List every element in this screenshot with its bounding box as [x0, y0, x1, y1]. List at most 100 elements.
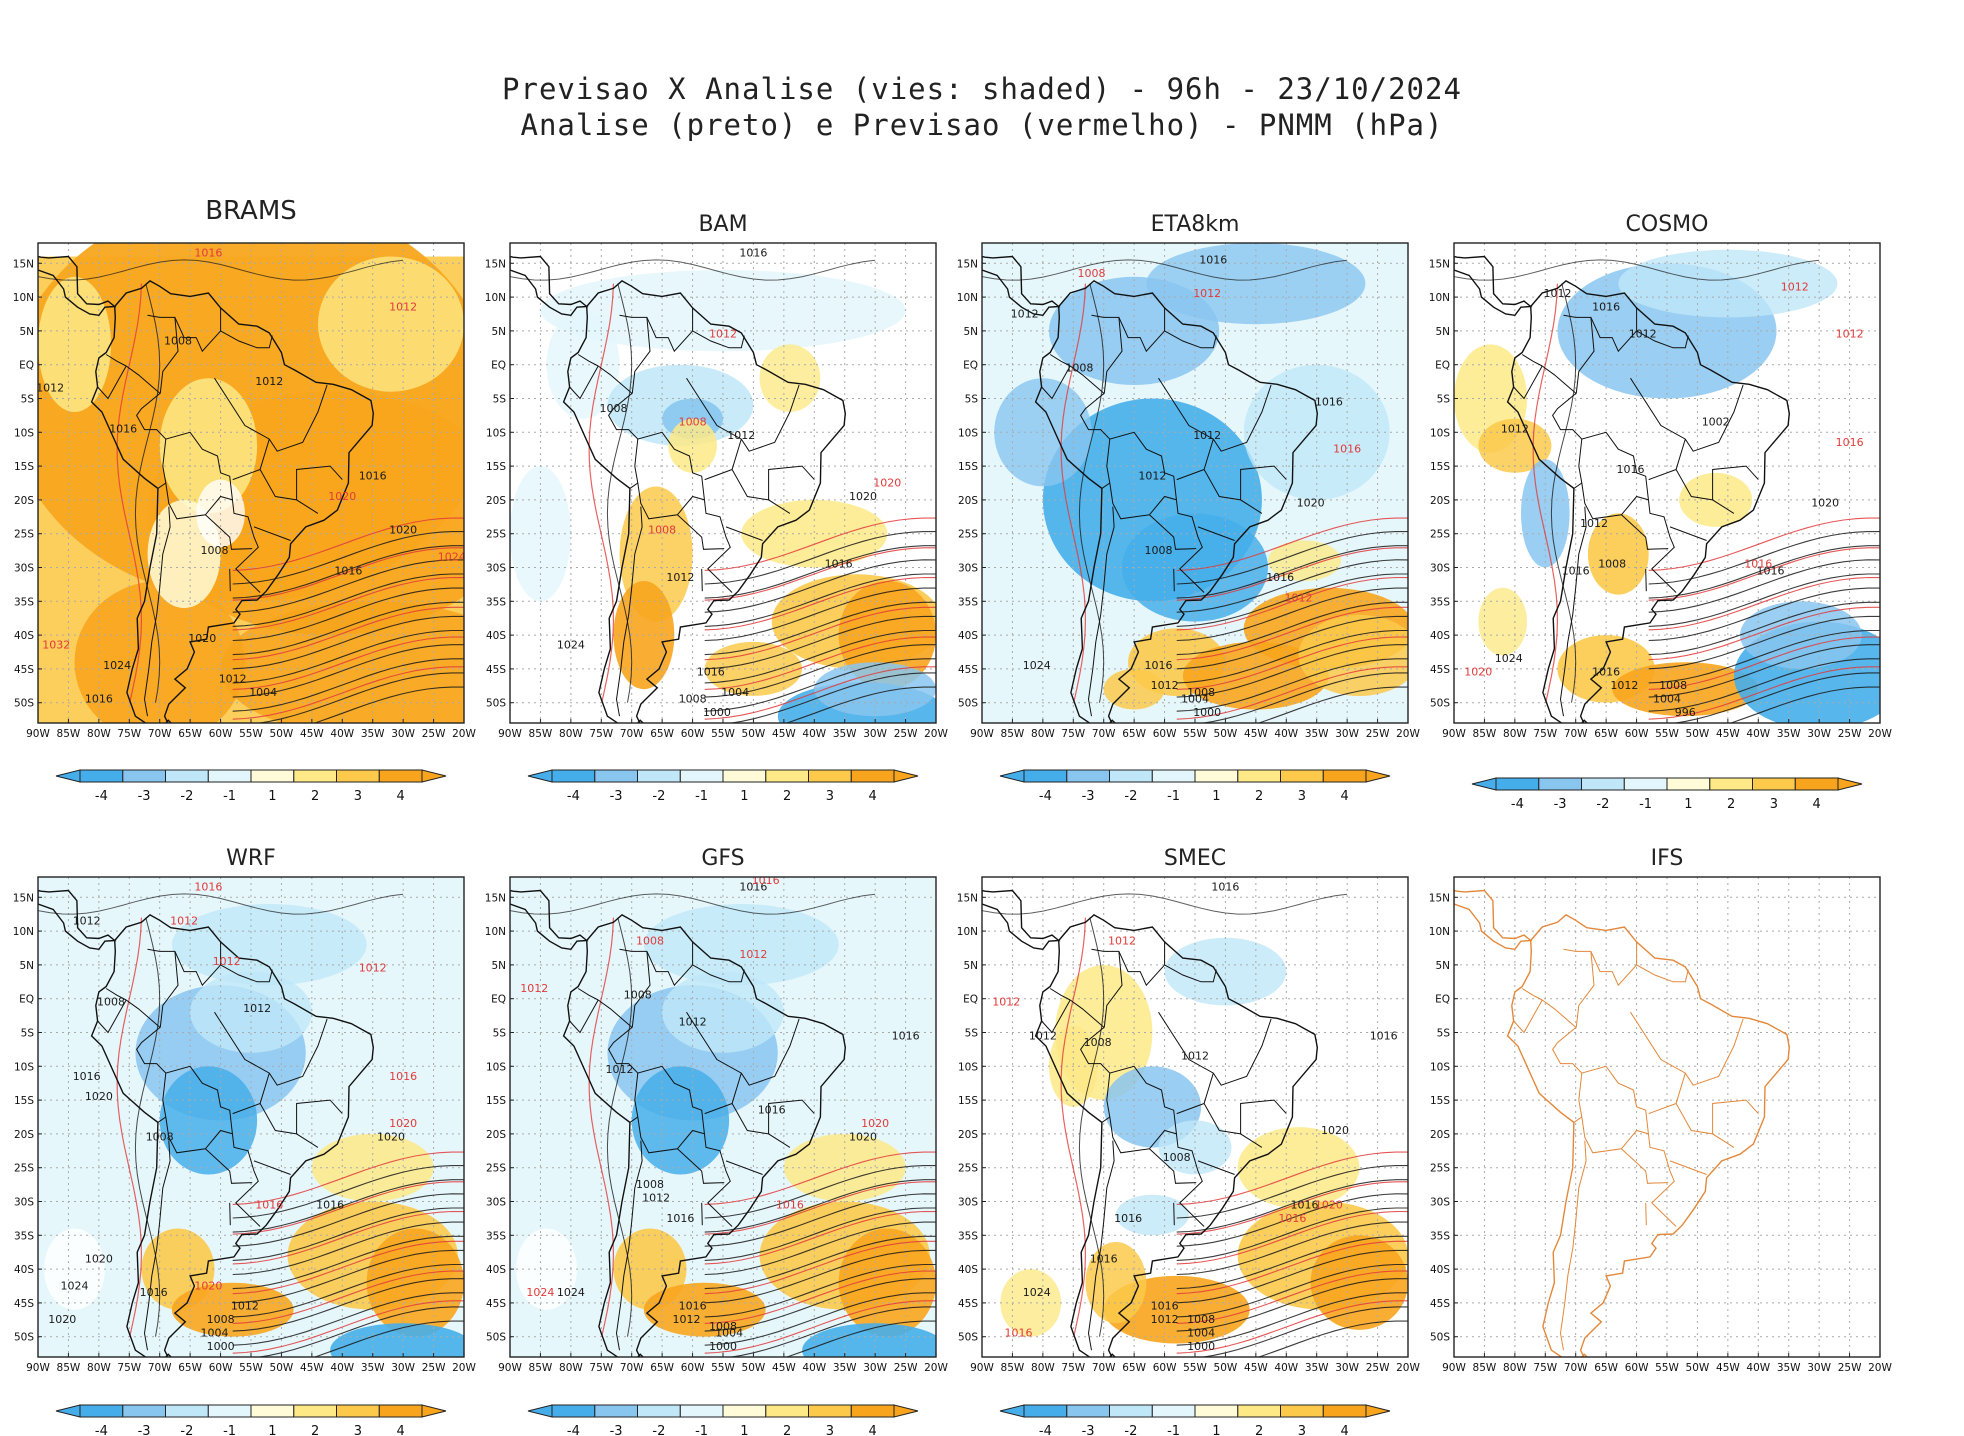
isobar-label: 1020 — [194, 1279, 222, 1292]
isobar-label: 1020 — [389, 524, 417, 537]
lon-label: 35W — [1305, 728, 1329, 740]
lat-label: 10S — [14, 427, 34, 439]
lon-label: 85W — [57, 728, 81, 740]
lat-label: EQ — [491, 994, 506, 1006]
lon-label: 90W — [498, 1362, 522, 1374]
lon-label: 30W — [863, 728, 887, 740]
lat-label: 10S — [14, 1061, 34, 1073]
isobar-label: 1024 — [1023, 1286, 1051, 1299]
isobar-label: 1016 — [679, 1300, 707, 1313]
lat-label: 45S — [14, 664, 34, 676]
isobar-label: 1012 — [255, 375, 283, 388]
lon-label: 20W — [452, 728, 476, 740]
lon-label: 85W — [57, 1362, 81, 1374]
isobar-label: 1020 — [1811, 497, 1839, 510]
panel-ifs: IFS 15N 10N 5N EQ 5S 10S 15S 20S 25S 30S 35S 40S 45S 5… — [1429, 846, 1893, 1374]
isobar-label: 1012 — [1011, 307, 1039, 320]
lon-label: 60W — [1625, 728, 1649, 740]
figure-title-line-2: Analise (preto) e Previsao (vermelho) - … — [520, 108, 1444, 142]
isobar-label: 1024 — [1495, 652, 1523, 665]
lat-label: 50S — [14, 698, 34, 710]
lon-label: 40W — [1274, 1362, 1298, 1374]
lat-label: 40S — [486, 630, 506, 642]
colorbar-label: -2 — [652, 1424, 665, 1436]
lon-label: 40W — [1746, 728, 1770, 740]
isobars — [982, 259, 1408, 723]
isobar-label: 1008 — [207, 1313, 235, 1326]
isobar-label: 1008 — [1065, 362, 1093, 375]
lat-label: 45S — [14, 1298, 34, 1310]
lat-label: 5N — [491, 326, 506, 338]
isobar-label: 1024 — [557, 1286, 585, 1299]
colorbar-label: -2 — [1124, 1424, 1137, 1436]
isobar-label: 1012 — [1193, 287, 1221, 300]
colorbar-label: 3 — [1770, 797, 1778, 812]
colorbar-label: 2 — [1255, 1424, 1263, 1436]
lat-label: 15N — [13, 892, 34, 904]
lon-label: 20W — [1868, 728, 1892, 740]
colorbar-label: -3 — [1554, 797, 1567, 812]
isobar-label: 1000 — [1187, 1340, 1215, 1353]
isobar-label: 1008 — [600, 402, 628, 415]
isobar-label: 1016 — [1151, 1300, 1179, 1313]
isobar-label: 1000 — [703, 706, 731, 719]
lon-label: 65W — [1594, 1362, 1618, 1374]
isobar-label: 1024 — [103, 659, 131, 672]
panel-title: BAM — [698, 212, 747, 237]
isobar-label: 1016 — [1199, 253, 1227, 266]
lat-lon-grid — [982, 877, 1408, 1357]
lon-label: 30W — [391, 728, 415, 740]
lat-label: 15N — [1429, 892, 1450, 904]
isobar-label: 1012 — [1544, 287, 1572, 300]
isobar-label: 1020 — [377, 1131, 405, 1144]
lon-label: 70W — [1092, 1362, 1116, 1374]
lon-label: 60W — [1153, 1362, 1177, 1374]
isobar-label: 1020 — [48, 1313, 76, 1326]
isobar-label: 1016 — [1757, 564, 1785, 577]
isobar-label: 1020 — [1315, 1198, 1343, 1211]
isobar-label: 1016 — [1562, 564, 1590, 577]
isobar-label: 1016 — [1211, 881, 1239, 894]
colorbar: -4 -3 -2 -1 1 2 3 4 — [1471, 777, 1863, 812]
isobar-label: 1004 — [1181, 693, 1209, 706]
lat-label: 30S — [1430, 563, 1450, 575]
isobar-label: 1020 — [1464, 666, 1492, 679]
lon-label: 55W — [1183, 1362, 1207, 1374]
lat-label: 45S — [958, 664, 978, 676]
lon-label: 50W — [1686, 1362, 1710, 1374]
lon-label: 65W — [178, 1362, 202, 1374]
lon-label: 40W — [1274, 728, 1298, 740]
isobar-label: 1020 — [85, 1252, 113, 1265]
isobar-label: 1024 — [438, 551, 466, 564]
lon-label: 80W — [87, 728, 111, 740]
lat-label: 20S — [14, 495, 34, 507]
isobar-label: 1004 — [721, 686, 749, 699]
lon-label: 55W — [1655, 1362, 1679, 1374]
isobar-label: 1008 — [636, 1178, 664, 1191]
lon-label: 80W — [1503, 1362, 1527, 1374]
isobar-label: 1008 — [648, 524, 676, 537]
isobar-label: 1016 — [316, 1198, 344, 1211]
lon-label: 35W — [1777, 1362, 1801, 1374]
colorbar-label: 3 — [354, 789, 362, 804]
lon-label: 70W — [1092, 728, 1116, 740]
lon-label: 75W — [1061, 728, 1085, 740]
lon-label: 55W — [239, 728, 263, 740]
isobar-label: 1008 — [97, 996, 125, 1009]
lon-label: 45W — [300, 1362, 324, 1374]
colorbar: -4 -3 -2 -1 1 2 3 4 — [999, 1404, 1391, 1436]
lon-label: 60W — [1153, 728, 1177, 740]
lon-label: 40W — [1746, 1362, 1770, 1374]
lat-label: 50S — [958, 698, 978, 710]
lat-label: 10N — [485, 292, 506, 304]
contour-labels: 1016101210121008101610121008102010161020… — [992, 881, 1397, 1354]
coastline — [510, 255, 847, 723]
isobar-label: 1008 — [146, 1131, 174, 1144]
lat-lon-grid — [1454, 877, 1880, 1357]
lat-lon-grid — [38, 877, 464, 1357]
colorbar-label: 3 — [1298, 789, 1306, 804]
panel-title: COSMO — [1626, 212, 1709, 237]
lon-label: 85W — [1473, 728, 1497, 740]
isobar-label: 1012 — [679, 1016, 707, 1029]
panel-title: IFS — [1651, 846, 1684, 871]
